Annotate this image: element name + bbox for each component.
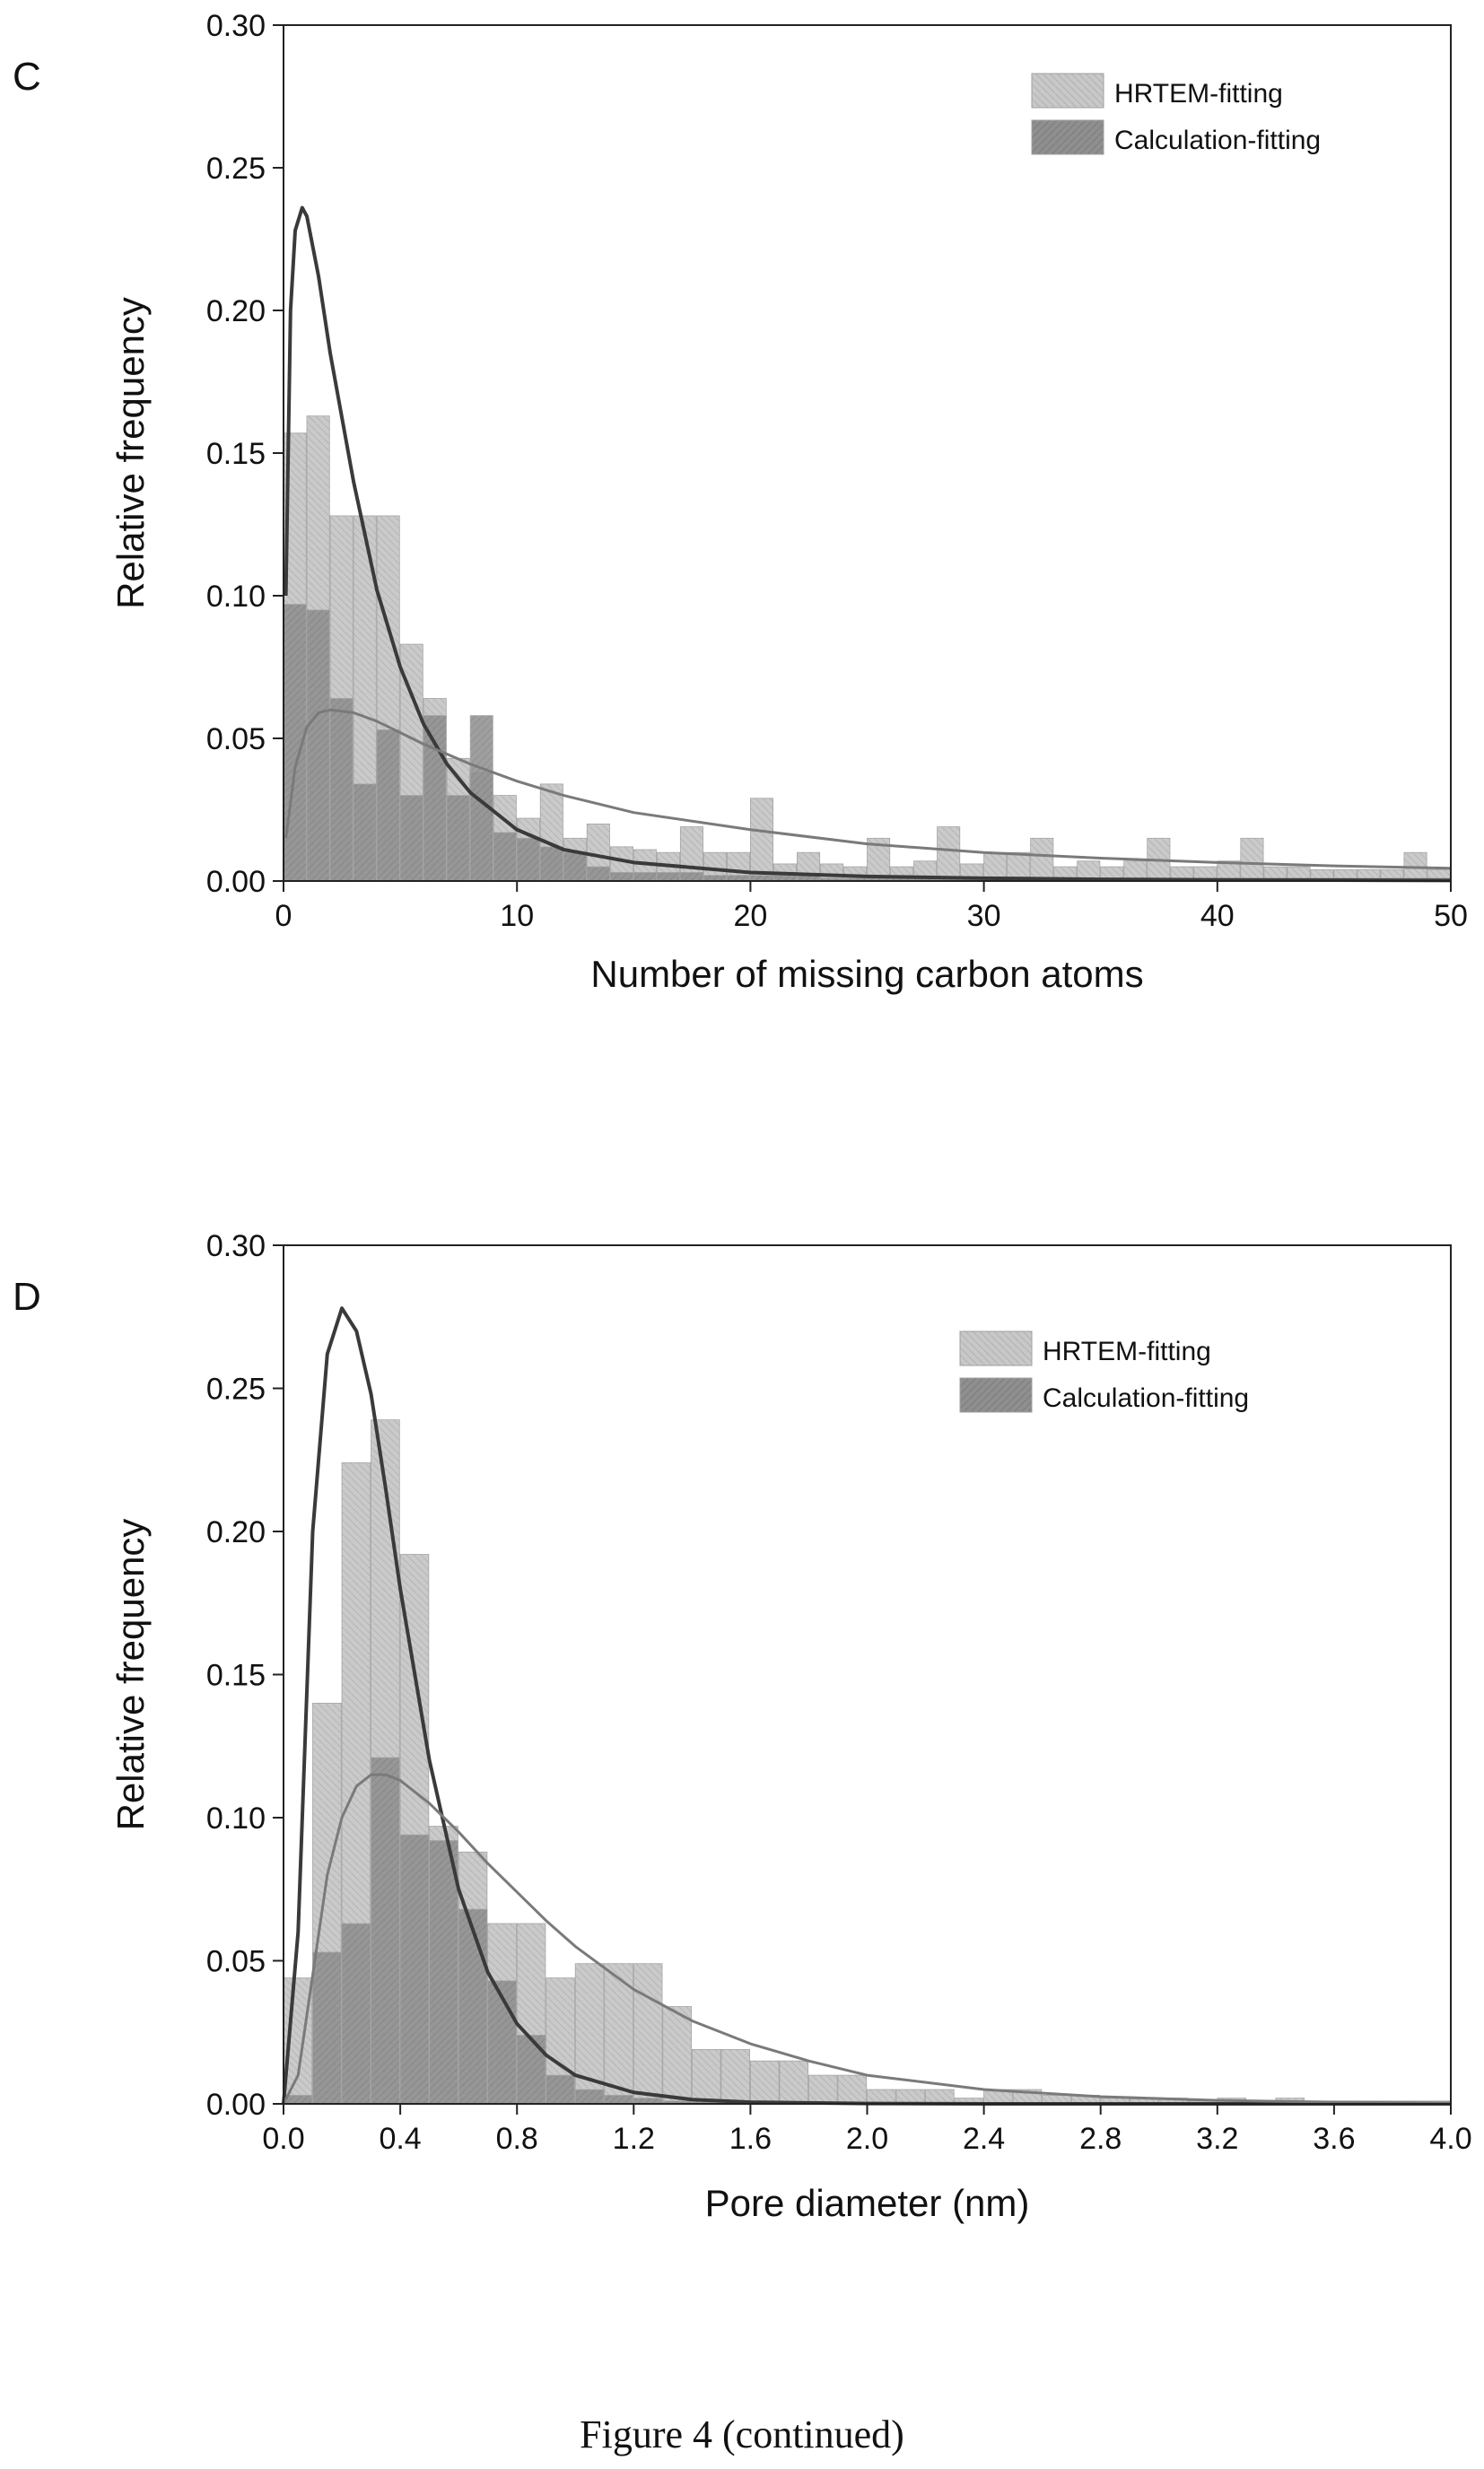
hrtem-fit-curve — [286, 208, 1451, 881]
bar — [546, 2075, 575, 2104]
bar — [447, 796, 469, 881]
x-tick-label: 3.6 — [1313, 2122, 1355, 2156]
bar — [458, 1909, 487, 2104]
y-tick-label: 0.20 — [206, 294, 266, 328]
x-tick-label: 20 — [733, 899, 767, 933]
chart-panel-c: 0.00 0.05 0.10 0.15 0.20 0.25 0.30 0 10 20 30 40 50 N… — [0, 0, 1484, 1121]
legend-label: Calculation-fitting — [1114, 126, 1321, 155]
x-tick-label: 4.0 — [1429, 2122, 1471, 2156]
x-tick-label: 10 — [500, 899, 534, 933]
legend-swatch — [960, 1378, 1032, 1412]
x-tick-label: 2.4 — [963, 2122, 1005, 2156]
bar — [371, 1758, 400, 2104]
y-axis-label: Relative frequency — [109, 1519, 152, 1831]
bar — [1031, 838, 1053, 881]
bar — [633, 1964, 662, 2104]
bars-series-calculation — [284, 605, 1450, 881]
bar — [517, 2035, 546, 2104]
y-tick-label: 0.25 — [206, 152, 266, 186]
bar — [330, 698, 353, 881]
bar — [342, 1924, 371, 2104]
legend-swatch — [1032, 120, 1104, 154]
bar — [313, 1952, 342, 2104]
bar — [493, 833, 516, 881]
y-tick-label: 0.25 — [206, 1373, 266, 1407]
legend-label: Calculation-fitting — [1043, 1383, 1249, 1413]
bar — [377, 729, 399, 881]
bar — [721, 2049, 750, 2104]
x-tick-label: 0.8 — [496, 2122, 538, 2156]
x-tick-label: 0.0 — [262, 2122, 304, 2156]
bar — [400, 1835, 429, 2104]
y-tick-label: 0.10 — [206, 580, 266, 614]
bar — [938, 827, 960, 881]
bar — [750, 2061, 779, 2104]
y-tick-label: 0.15 — [206, 437, 266, 471]
x-axis-label: Pore diameter (nm) — [705, 2182, 1030, 2224]
legend-label: HRTEM-fitting — [1114, 79, 1283, 109]
bar — [926, 2089, 955, 2104]
y-tick-label: 0.10 — [206, 1802, 266, 1836]
bar — [896, 2089, 925, 2104]
bar — [587, 867, 609, 881]
bar — [605, 2095, 633, 2104]
y-tick-label: 0.20 — [206, 1515, 266, 1549]
bar — [610, 872, 633, 881]
x-tick-label: 0 — [275, 899, 292, 933]
bar — [663, 2007, 692, 2104]
x-tick-label: 30 — [967, 899, 1001, 933]
legend-swatch — [960, 1331, 1032, 1365]
bar — [633, 872, 656, 881]
legend-swatch — [1032, 74, 1104, 108]
legend-label: HRTEM-fitting — [1043, 1337, 1211, 1366]
bar — [470, 716, 493, 881]
y-tick-label: 0.30 — [206, 1229, 266, 1263]
y-axis-label: Relative frequency — [109, 297, 152, 609]
bar — [750, 798, 773, 881]
y-tick-label: 0.05 — [206, 1945, 266, 1979]
x-tick-label: 50 — [1434, 899, 1468, 933]
bar — [307, 610, 329, 881]
bar — [400, 796, 423, 881]
bar — [692, 2049, 720, 2104]
x-tick-label: 40 — [1200, 899, 1235, 933]
bar — [1241, 838, 1263, 881]
bar — [575, 2089, 604, 2104]
x-tick-label: 3.2 — [1196, 2122, 1238, 2156]
x-tick-label: 2.0 — [846, 2122, 888, 2156]
x-axis-label: Number of missing carbon atoms — [590, 953, 1143, 995]
bar — [838, 2075, 867, 2104]
bar — [680, 872, 703, 881]
bar — [354, 784, 376, 881]
figure-caption: Figure 4 (continued) — [0, 2412, 1484, 2457]
y-tick-label: 0.05 — [206, 722, 266, 756]
y-tick-label: 0.15 — [206, 1659, 266, 1693]
y-tick-label: 0.00 — [206, 2088, 266, 2122]
bar — [517, 838, 539, 881]
x-tick-label: 0.4 — [379, 2122, 421, 2156]
bar — [868, 2089, 896, 2104]
chart-panel-d: 0.00 0.05 0.10 0.15 0.20 0.25 0.30 0.0 0.4 0.8 1.2… — [0, 1220, 1484, 2342]
bar — [563, 852, 586, 881]
bar — [430, 1841, 458, 2104]
panel-label: C — [13, 55, 41, 99]
bar — [780, 2061, 808, 2104]
bar — [540, 847, 563, 881]
y-tick-label: 0.30 — [206, 9, 266, 43]
bar — [808, 2075, 837, 2104]
y-tick-label: 0.00 — [206, 865, 266, 899]
x-tick-label: 1.6 — [729, 2122, 772, 2156]
x-tick-label: 1.2 — [613, 2122, 655, 2156]
panel-label: D — [13, 1275, 41, 1319]
x-tick-label: 2.8 — [1079, 2122, 1122, 2156]
bar — [657, 872, 679, 881]
